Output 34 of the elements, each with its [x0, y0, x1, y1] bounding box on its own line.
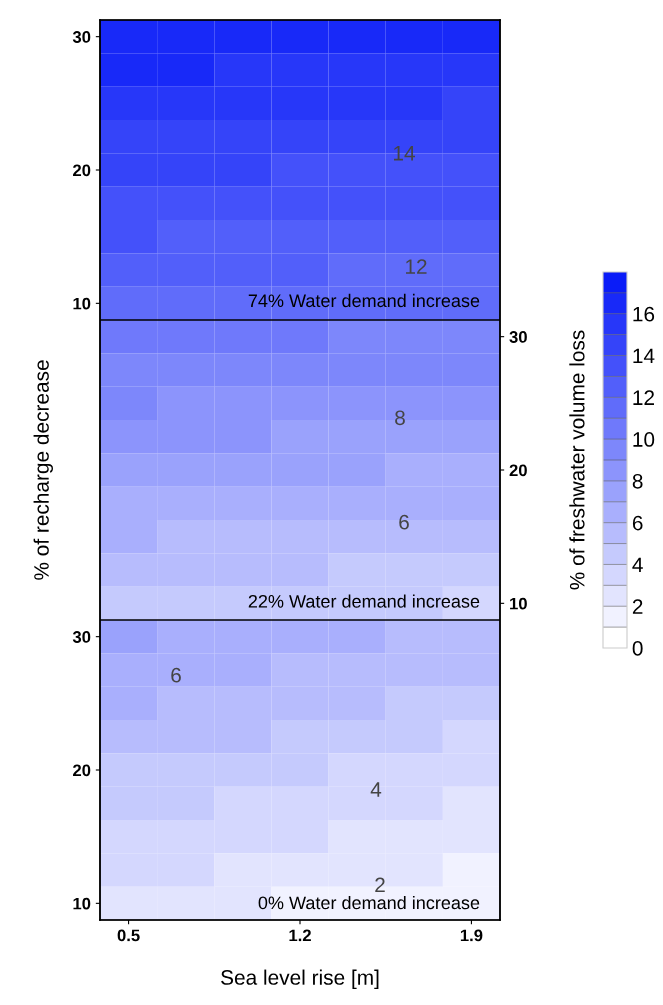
annotation: 8 — [395, 410, 405, 426]
annotation: 0% Water demand increase — [258, 895, 480, 910]
y-tick-label: 30 — [72, 631, 91, 643]
color-bar-label: 10 — [633, 432, 655, 447]
annotation: 2 — [375, 877, 385, 893]
color-bar-title: % of freshwater volume loss — [569, 330, 585, 590]
y-tick-label: 20 — [73, 764, 91, 777]
x-tick-label: 0.5 — [117, 929, 140, 942]
color-bar-label: 14 — [633, 348, 655, 364]
annotation: 22% Water demand increase — [248, 594, 480, 608]
annotation: 6 — [399, 514, 409, 530]
annotation: 12 — [406, 259, 427, 274]
x-tick-label: 1.9 — [460, 929, 483, 942]
color-bar-label: 4 — [632, 557, 643, 572]
annotation: 14 — [394, 146, 415, 161]
color-bar-label: 12 — [633, 390, 654, 405]
annotation: 4 — [370, 782, 382, 797]
y2-tick-label: 20 — [509, 464, 527, 477]
y-tick-label: 30 — [72, 31, 91, 43]
color-bar-label: 8 — [632, 473, 643, 489]
color-bar-label: 6 — [632, 515, 643, 531]
y-tick-label: 10 — [73, 897, 91, 910]
y-tick-label: 20 — [73, 164, 91, 177]
x-tick-label: 1.2 — [289, 929, 311, 942]
y-axis-title: % of recharge decrease — [33, 360, 53, 580]
x-axis-title: Sea level rise [m] — [221, 969, 379, 989]
annotation: 6 — [171, 667, 181, 683]
color-bar-label: 16 — [633, 306, 655, 322]
color-bar-label: 0 — [632, 641, 643, 656]
annotation: 74% Water demand increase — [248, 293, 480, 308]
y2-tick-label: 30 — [509, 331, 527, 343]
y-tick-label: 10 — [73, 297, 91, 310]
y2-tick-label: 10 — [510, 597, 527, 610]
color-bar-label: 2 — [632, 599, 643, 614]
